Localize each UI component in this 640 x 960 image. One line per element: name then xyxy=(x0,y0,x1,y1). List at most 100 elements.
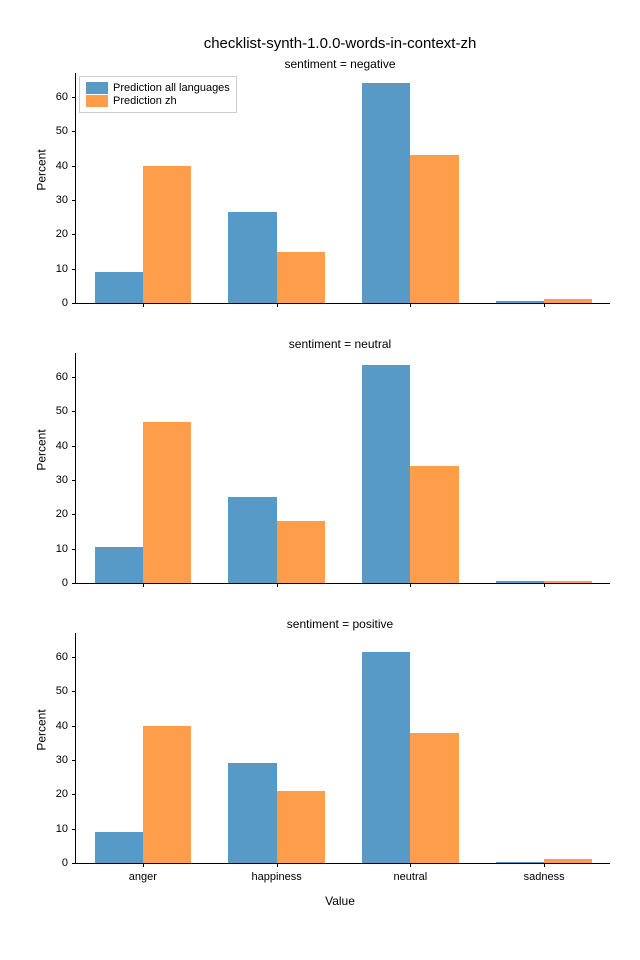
ytick-mark xyxy=(72,583,76,584)
ytick-label: 0 xyxy=(41,857,68,869)
bar-all-happiness xyxy=(228,763,276,863)
bar-all-sadness xyxy=(496,862,544,863)
ytick-mark xyxy=(72,691,76,692)
xtick-mark xyxy=(410,863,411,867)
y-axis-label: Percent xyxy=(35,709,49,750)
bar-all-happiness xyxy=(228,212,276,303)
ytick-label: 50 xyxy=(41,125,68,137)
ytick-mark xyxy=(72,234,76,235)
ytick-label: 10 xyxy=(41,823,68,835)
xtick-mark xyxy=(143,863,144,867)
subplot-title: sentiment = negative xyxy=(70,57,610,71)
ytick-label: 60 xyxy=(41,651,68,663)
xtick-mark xyxy=(544,863,545,867)
legend-item: Prediction zh xyxy=(86,95,230,107)
ytick-mark xyxy=(72,97,76,98)
bar-zh-neutral xyxy=(410,155,458,303)
ytick-label: 50 xyxy=(41,405,68,417)
figure: checklist-synth-1.0.0-words-in-context-z… xyxy=(0,0,640,960)
legend-label: Prediction all languages xyxy=(113,82,230,94)
bar-all-neutral xyxy=(362,83,410,303)
xtick-mark xyxy=(544,303,545,307)
bar-zh-sadness xyxy=(544,299,592,303)
ytick-label: 50 xyxy=(41,685,68,697)
ytick-label: 20 xyxy=(41,228,68,240)
bar-all-anger xyxy=(95,547,143,583)
bar-all-sadness xyxy=(496,581,544,583)
ytick-mark xyxy=(72,549,76,550)
bar-zh-happiness xyxy=(277,521,325,583)
ytick-mark xyxy=(72,411,76,412)
subplot-2: sentiment = positive 0102030405060Percent… xyxy=(70,617,610,887)
legend-swatch xyxy=(86,82,108,94)
bar-zh-anger xyxy=(143,422,191,583)
bar-all-sadness xyxy=(496,301,544,303)
ytick-mark xyxy=(72,200,76,201)
ytick-label: 30 xyxy=(41,754,68,766)
xtick-mark xyxy=(544,583,545,587)
ytick-mark xyxy=(72,863,76,864)
ytick-mark xyxy=(72,269,76,270)
ytick-mark xyxy=(72,657,76,658)
y-axis-label: Percent xyxy=(35,429,49,470)
subplot-title: sentiment = positive xyxy=(70,617,610,631)
ytick-mark xyxy=(72,480,76,481)
subplot-0: sentiment = negative 0102030405060Percent… xyxy=(70,57,610,327)
xtick-mark xyxy=(277,583,278,587)
x-axis-label: Value xyxy=(70,894,610,908)
bar-all-anger xyxy=(95,832,143,863)
xtick-label: neutral xyxy=(394,871,428,883)
bar-zh-neutral xyxy=(410,466,458,583)
xtick-label: anger xyxy=(129,871,157,883)
ytick-mark xyxy=(72,446,76,447)
xtick-mark xyxy=(143,583,144,587)
ytick-label: 60 xyxy=(41,91,68,103)
figure-title: checklist-synth-1.0.0-words-in-context-z… xyxy=(70,35,610,52)
bar-all-anger xyxy=(95,272,143,303)
ytick-mark xyxy=(72,377,76,378)
bar-all-neutral xyxy=(362,652,410,863)
ytick-label: 20 xyxy=(41,788,68,800)
ytick-mark xyxy=(72,131,76,132)
subplot-title: sentiment = neutral xyxy=(70,337,610,351)
ytick-mark xyxy=(72,760,76,761)
ytick-mark xyxy=(72,726,76,727)
xtick-mark xyxy=(410,303,411,307)
bar-zh-sadness xyxy=(544,581,592,583)
ytick-label: 20 xyxy=(41,508,68,520)
subplot-1: sentiment = neutral 0102030405060Percent xyxy=(70,337,610,607)
bar-all-happiness xyxy=(228,497,276,583)
xtick-label: happiness xyxy=(252,871,302,883)
xtick-mark xyxy=(143,303,144,307)
ytick-label: 10 xyxy=(41,263,68,275)
ytick-mark xyxy=(72,794,76,795)
ytick-label: 0 xyxy=(41,297,68,309)
plot-area: 0102030405060PercentPrediction all langu… xyxy=(75,73,610,304)
legend: Prediction all languagesPrediction zh xyxy=(79,76,237,113)
bar-zh-happiness xyxy=(277,252,325,303)
y-axis-label: Percent xyxy=(35,149,49,190)
xtick-mark xyxy=(277,303,278,307)
bar-zh-sadness xyxy=(544,859,592,863)
ytick-mark xyxy=(72,514,76,515)
ytick-mark xyxy=(72,166,76,167)
ytick-label: 60 xyxy=(41,371,68,383)
bar-zh-anger xyxy=(143,726,191,863)
bar-zh-anger xyxy=(143,166,191,303)
bar-zh-neutral xyxy=(410,733,458,863)
legend-item: Prediction all languages xyxy=(86,82,230,94)
xtick-mark xyxy=(410,583,411,587)
ytick-label: 10 xyxy=(41,543,68,555)
ytick-label: 30 xyxy=(41,474,68,486)
ytick-label: 30 xyxy=(41,194,68,206)
ytick-label: 0 xyxy=(41,577,68,589)
xtick-mark xyxy=(277,863,278,867)
xtick-label: sadness xyxy=(524,871,565,883)
plot-area: 0102030405060Percentangerhappinessneutra… xyxy=(75,633,610,864)
ytick-mark xyxy=(72,829,76,830)
bar-zh-happiness xyxy=(277,791,325,863)
bar-all-neutral xyxy=(362,365,410,583)
legend-label: Prediction zh xyxy=(113,95,177,107)
plot-area: 0102030405060Percent xyxy=(75,353,610,584)
legend-swatch xyxy=(86,95,108,107)
